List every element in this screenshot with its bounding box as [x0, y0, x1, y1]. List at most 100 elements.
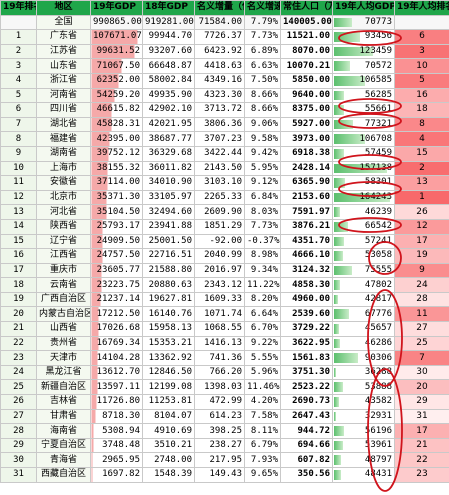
region-cell[interactable]: 河南省 — [36, 87, 91, 104]
gdp18-cell[interactable]: 2748.00 — [142, 452, 195, 468]
rank-cell[interactable]: 1 — [0, 29, 37, 45]
growth-cell[interactable]: 9.22% — [244, 335, 281, 352]
rank-cell[interactable]: 15 — [0, 233, 37, 250]
gdp18-cell[interactable]: 3510.21 — [142, 437, 195, 454]
increase-cell[interactable]: 2143.50 — [194, 160, 245, 177]
pc-rank-cell[interactable]: 7 — [394, 350, 449, 366]
per-capita-cell[interactable]: 157138 — [332, 160, 395, 177]
gdp19-cell[interactable]: 35371.30 — [90, 189, 143, 206]
rank-cell[interactable]: 17 — [0, 262, 37, 279]
gdp18-cell[interactable]: 12199.08 — [142, 379, 195, 396]
population-cell[interactable]: 944.72 — [280, 423, 333, 439]
pc-rank-cell[interactable]: 27 — [394, 321, 449, 337]
per-capita-cell[interactable]: 36288 — [332, 364, 395, 381]
region-cell[interactable]: 青海省 — [36, 452, 91, 468]
population-cell[interactable]: 4858.30 — [280, 277, 333, 293]
per-capita-cell[interactable]: 43582 — [332, 394, 395, 410]
gdp18-cell[interactable]: 93207.60 — [142, 43, 195, 60]
per-capita-cell[interactable]: 66542 — [332, 218, 395, 235]
gdp18-cell[interactable]: 42902.10 — [142, 102, 195, 118]
population-cell[interactable]: 10070.21 — [280, 58, 333, 74]
per-capita-cell[interactable]: 53961 — [332, 437, 395, 454]
per-capita-cell[interactable]: 55661 — [332, 102, 395, 118]
region-cell[interactable]: 陕西省 — [36, 218, 91, 235]
population-cell[interactable]: 9640.00 — [280, 87, 333, 104]
increase-cell[interactable]: 1398.03 — [194, 379, 245, 396]
per-capita-cell[interactable]: 32931 — [332, 408, 395, 425]
per-capita-cell[interactable]: 67776 — [332, 306, 395, 323]
rank-cell[interactable]: 16 — [0, 248, 37, 264]
rank-cell[interactable]: 23 — [0, 350, 37, 366]
total-rank-cell[interactable] — [0, 14, 37, 31]
growth-cell[interactable]: 8.11% — [244, 423, 281, 439]
pc-rank-cell[interactable]: 20 — [394, 379, 449, 396]
total-growth-cell[interactable]: 7.79% — [244, 14, 281, 31]
gdp19-cell[interactable]: 24757.50 — [90, 248, 143, 264]
population-cell[interactable]: 6365.90 — [280, 175, 333, 191]
pc-rank-cell[interactable]: 30 — [394, 364, 449, 381]
growth-cell[interactable]: 9.12% — [244, 175, 281, 191]
increase-cell[interactable]: 3103.10 — [194, 175, 245, 191]
gdp19-cell[interactable]: 54259.20 — [90, 87, 143, 104]
per-capita-cell[interactable]: 123459 — [332, 43, 395, 60]
population-cell[interactable]: 4351.70 — [280, 233, 333, 250]
per-capita-cell[interactable]: 77321 — [332, 116, 395, 133]
per-capita-cell[interactable]: 164243 — [332, 189, 395, 206]
growth-cell[interactable]: 7.73% — [244, 29, 281, 45]
growth-cell[interactable]: 7.58% — [244, 408, 281, 425]
population-cell[interactable]: 2153.60 — [280, 189, 333, 206]
increase-cell[interactable]: 398.25 — [194, 423, 245, 439]
gdp19-cell[interactable]: 46615.82 — [90, 102, 143, 118]
region-cell[interactable]: 吉林省 — [36, 394, 91, 410]
increase-cell[interactable]: 766.20 — [194, 364, 245, 381]
region-cell[interactable]: 湖南省 — [36, 145, 91, 162]
growth-cell[interactable]: 6.63% — [244, 58, 281, 74]
per-capita-cell[interactable]: 57459 — [332, 145, 395, 162]
increase-cell[interactable]: 2040.99 — [194, 248, 245, 264]
increase-cell[interactable]: 2343.12 — [194, 277, 245, 293]
growth-cell[interactable]: 6.84% — [244, 189, 281, 206]
region-cell[interactable]: 安徽省 — [36, 175, 91, 191]
region-cell[interactable]: 湖北省 — [36, 116, 91, 133]
per-capita-cell[interactable]: 45657 — [332, 321, 395, 337]
increase-cell[interactable]: 3806.36 — [194, 116, 245, 133]
increase-cell[interactable]: 3713.72 — [194, 102, 245, 118]
growth-cell[interactable]: 6.64% — [244, 306, 281, 323]
increase-cell[interactable]: 1071.74 — [194, 306, 245, 323]
region-cell[interactable]: 四川省 — [36, 102, 91, 118]
increase-cell[interactable]: 1416.13 — [194, 335, 245, 352]
increase-cell[interactable]: 7726.37 — [194, 29, 245, 45]
growth-cell[interactable]: 9.65% — [244, 467, 281, 483]
gdp18-cell[interactable]: 15958.13 — [142, 321, 195, 337]
gdp18-cell[interactable]: 49935.90 — [142, 87, 195, 104]
growth-cell[interactable]: 11.46% — [244, 379, 281, 396]
growth-cell[interactable]: 6.70% — [244, 321, 281, 337]
pc-rank-cell[interactable]: 31 — [394, 408, 449, 425]
population-cell[interactable]: 3876.21 — [280, 218, 333, 235]
rank-cell[interactable]: 12 — [0, 189, 37, 206]
growth-cell[interactable]: 7.93% — [244, 452, 281, 468]
rank-cell[interactable]: 4 — [0, 72, 37, 89]
gdp19-cell[interactable]: 62352.00 — [90, 72, 143, 89]
per-capita-cell[interactable]: 70572 — [332, 58, 395, 74]
growth-cell[interactable]: 8.66% — [244, 87, 281, 104]
increase-cell[interactable]: 3707.23 — [194, 131, 245, 147]
growth-cell[interactable]: 11.22% — [244, 277, 281, 293]
per-capita-cell[interactable]: 56196 — [332, 423, 395, 439]
gdp18-cell[interactable]: 16140.76 — [142, 306, 195, 323]
header-nominal-growth[interactable]: 名义增速 — [244, 0, 281, 16]
increase-cell[interactable]: 741.36 — [194, 350, 245, 366]
gdp19-cell[interactable]: 25793.17 — [90, 218, 143, 235]
gdp18-cell[interactable]: 23941.88 — [142, 218, 195, 235]
gdp18-cell[interactable]: 22716.51 — [142, 248, 195, 264]
increase-cell[interactable]: 4418.63 — [194, 58, 245, 74]
population-cell[interactable]: 3973.00 — [280, 131, 333, 147]
region-cell[interactable]: 广西自治区 — [36, 291, 91, 308]
increase-cell[interactable]: 238.27 — [194, 437, 245, 454]
region-cell[interactable]: 海南省 — [36, 423, 91, 439]
gdp19-cell[interactable]: 71067.50 — [90, 58, 143, 74]
pc-rank-cell[interactable]: 11 — [394, 306, 449, 323]
gdp19-cell[interactable]: 2965.95 — [90, 452, 143, 468]
rank-cell[interactable]: 27 — [0, 408, 37, 425]
growth-cell[interactable]: 8.20% — [244, 291, 281, 308]
